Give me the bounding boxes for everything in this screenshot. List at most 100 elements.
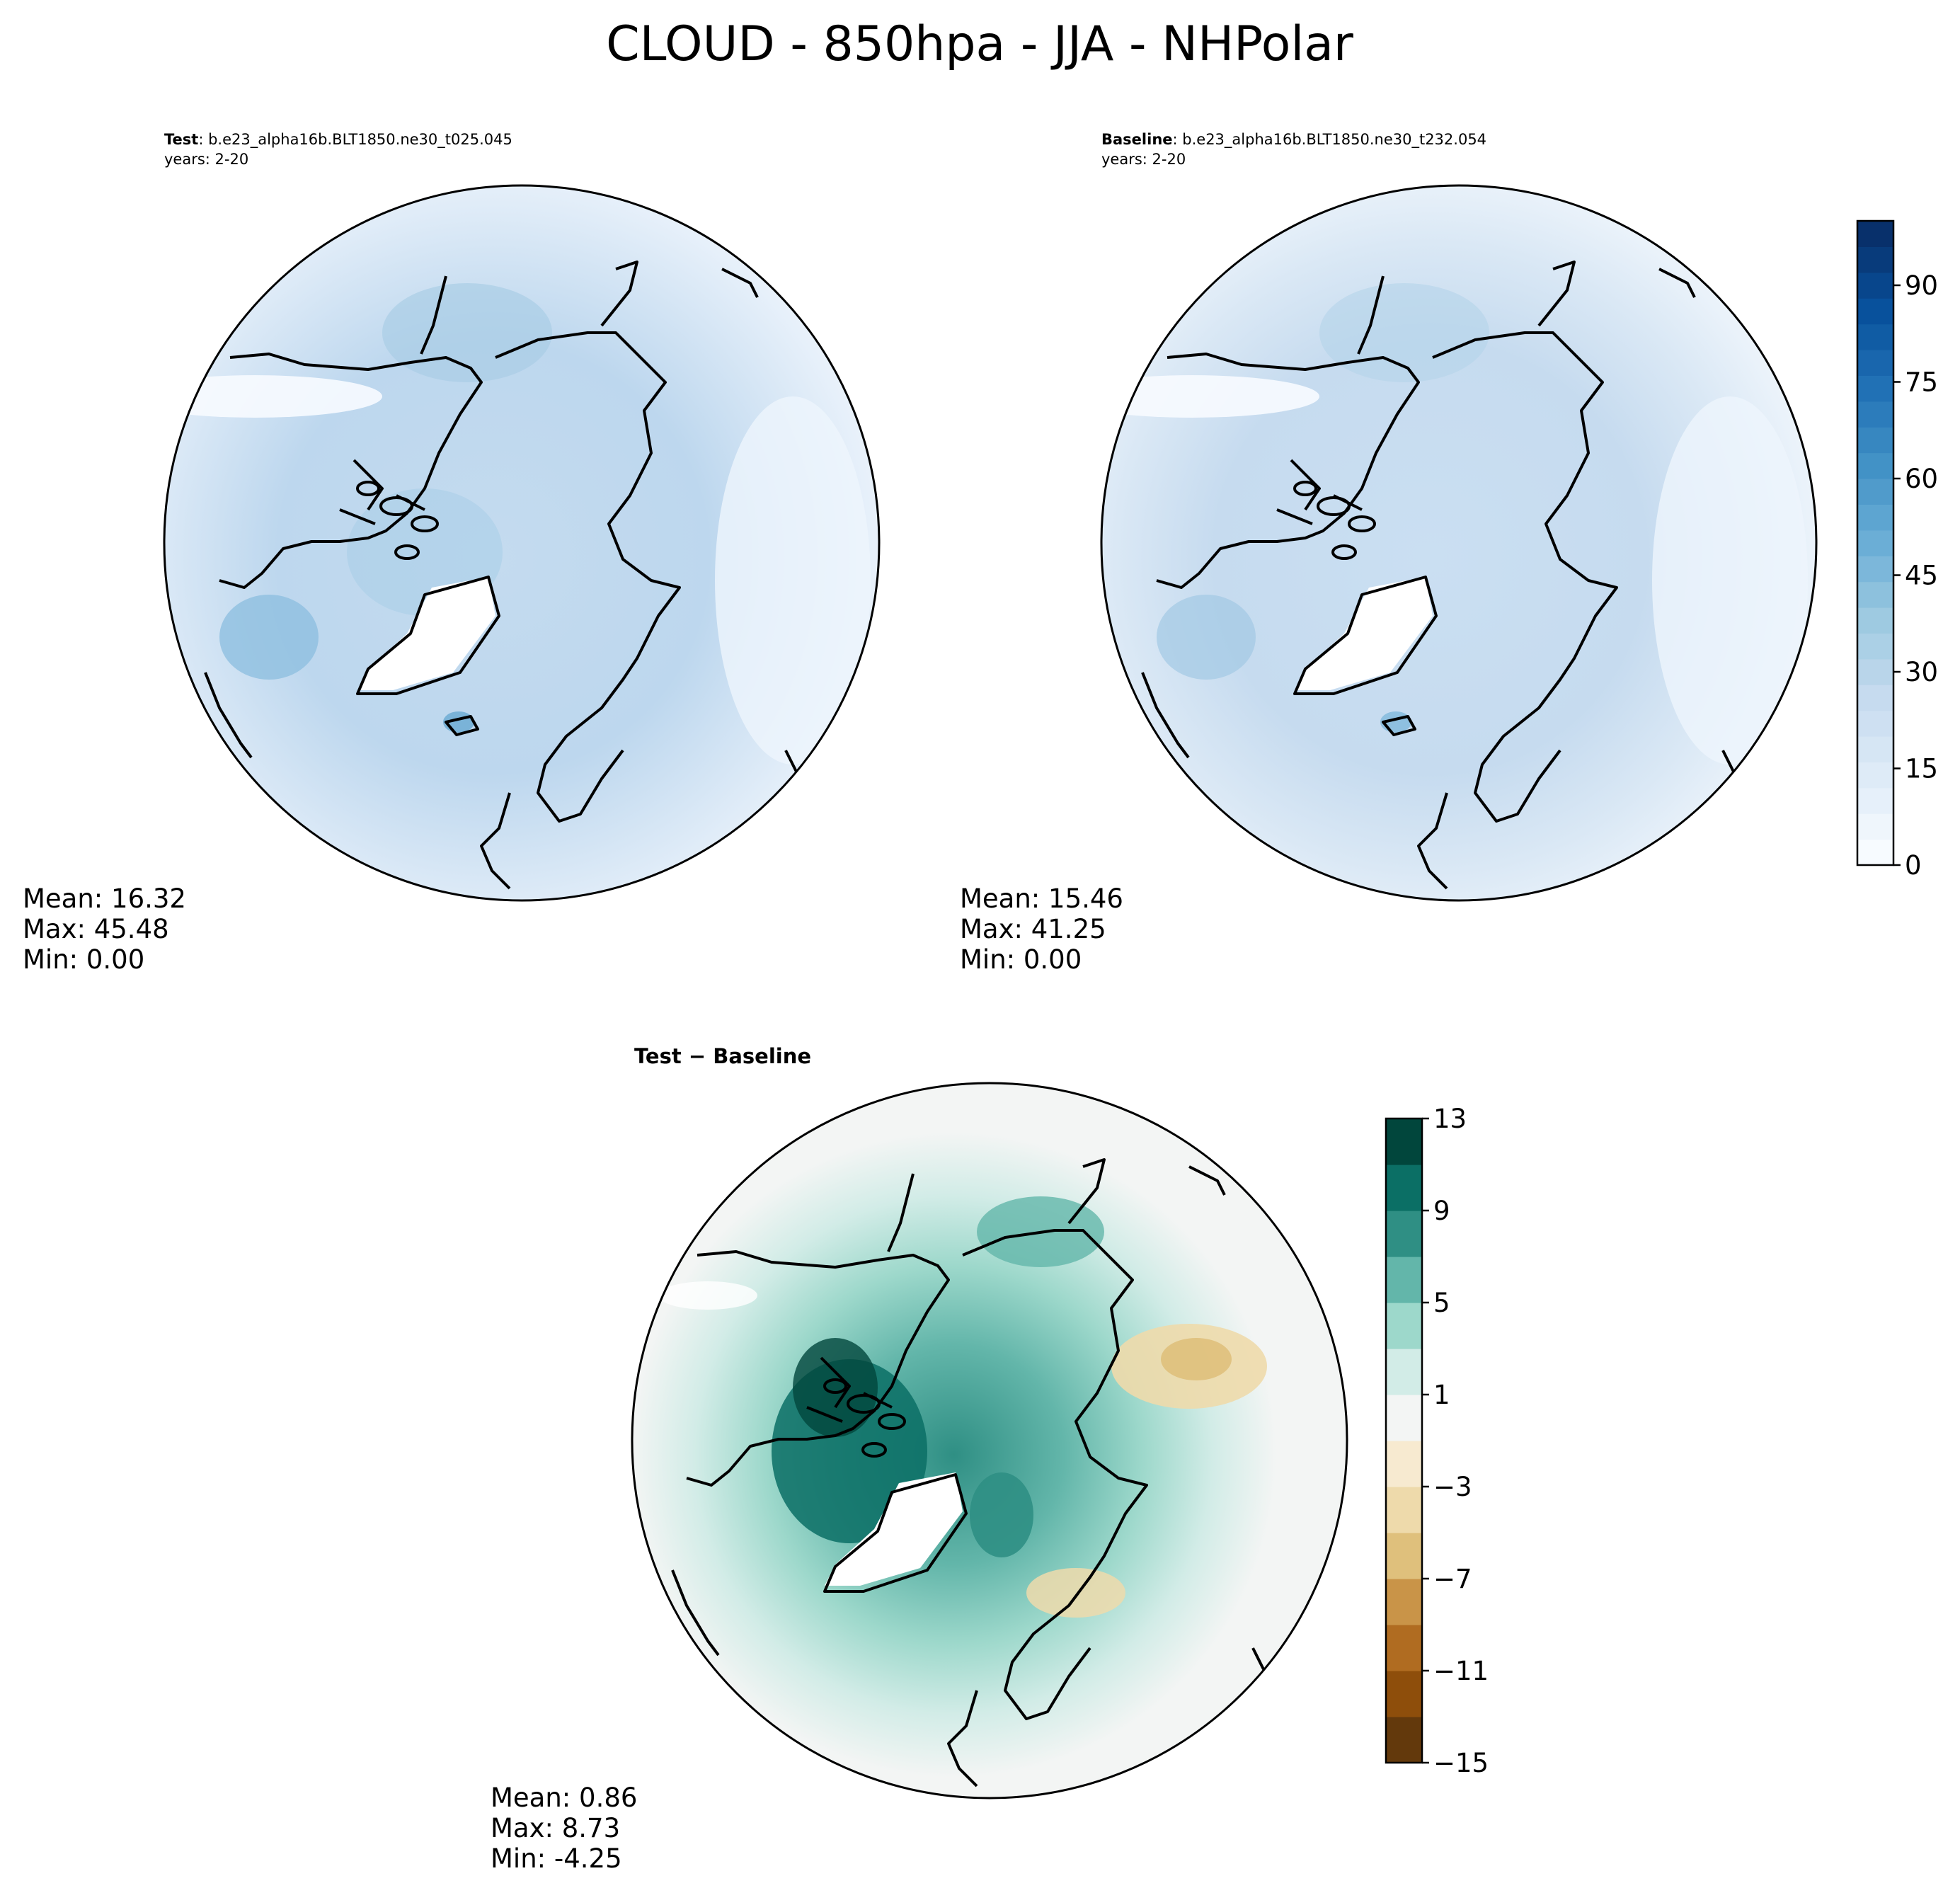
diff-cbar-tick-label-1: 9 — [1433, 1196, 1450, 1226]
cloud-cbar-level-10 — [1857, 581, 1893, 608]
diff-cbar-frame — [1385, 1117, 1423, 1764]
diff-cbar-level-7 — [1386, 1395, 1422, 1441]
cloud-cbar-level-23 — [1857, 246, 1893, 273]
cloud-cbar-level-8 — [1857, 633, 1893, 660]
cloud-cbar-tick-label-4: 60 — [1905, 464, 1938, 494]
diff-cbar-level-12 — [1386, 1165, 1422, 1211]
diff-cbar-tick-label-0: 13 — [1433, 1104, 1467, 1134]
panel-difference-label: Test − Baseline — [634, 1044, 811, 1068]
panel-baseline-header: Baseline: b.e23_alpha16b.BLT1850.ne30_t2… — [1101, 131, 1486, 149]
cloud-cbar-tick-label-2: 30 — [1905, 657, 1938, 687]
cloud-cbar-level-20 — [1857, 324, 1893, 350]
baseline-high-cloud-north — [1319, 283, 1489, 382]
test-low-cloud-northwest — [164, 375, 382, 418]
diff-cbar-level-1 — [1386, 1671, 1422, 1717]
baseline-high-cloud-west — [1157, 595, 1256, 680]
diff-cbar-tick-label-5: −7 — [1433, 1564, 1472, 1594]
panel-test-years: years: 2-20 — [164, 151, 248, 168]
cloud-cbar-tick-label-1: 15 — [1905, 754, 1938, 784]
diff-negative-east-core — [1161, 1338, 1232, 1380]
test-coastlines — [204, 261, 798, 890]
test-min: Min: 0.00 — [23, 944, 144, 975]
baseline-min: Min: 0.00 — [960, 944, 1082, 975]
panel-difference-stats: Mean: 0.86 Max: 8.73 Min: -4.25 — [491, 1783, 637, 1874]
cloud-cbar-level-13 — [1857, 504, 1893, 531]
cloud-cbar-level-16 — [1857, 427, 1893, 454]
diff-cbar-level-3 — [1386, 1579, 1422, 1625]
test-max: Max: 45.48 — [23, 914, 169, 944]
panel-test-stats: Mean: 16.32 Max: 45.48 Min: 0.00 — [23, 883, 186, 975]
cloud-cbar-tick-label-0: 0 — [1905, 850, 1922, 881]
test-high-cloud-west — [219, 595, 319, 680]
cloud-cbar-level-7 — [1857, 658, 1893, 685]
baseline-low-cloud-northwest — [1101, 375, 1319, 418]
baseline-highlat-islands — [1293, 481, 1376, 560]
panel-baseline: Baseline: b.e23_alpha16b.BLT1850.ne30_t2… — [960, 131, 1818, 975]
cloud-cbar-level-14 — [1857, 479, 1893, 505]
diff-mean: Mean: 0.86 — [491, 1783, 637, 1813]
panel-baseline-years: years: 2-20 — [1101, 151, 1186, 168]
diff-coastlines — [671, 1158, 1265, 1787]
cloud-cbar-tick-label-5: 75 — [1905, 367, 1938, 398]
diff-positive-east — [970, 1472, 1033, 1557]
colorbar-cloud: 0 15 30 45 60 75 90 — [1856, 219, 1938, 881]
cloud-cbar-level-24 — [1857, 221, 1893, 247]
diff-cbar-tick-label-3: 1 — [1433, 1380, 1450, 1410]
figure-title: CLOUD - 850hpa - JJA - NHPolar — [606, 16, 1353, 72]
cloud-cbar-level-21 — [1857, 298, 1893, 325]
baseline-low-cloud-east — [1652, 396, 1808, 765]
panel-test-boundary — [163, 184, 881, 902]
panel-baseline-label: Baseline — [1101, 131, 1173, 148]
baseline-mean: Mean: 15.46 — [960, 883, 1123, 914]
test-low-cloud-east — [715, 396, 871, 765]
cloud-cbar-level-15 — [1857, 452, 1893, 479]
cloud-cbar-level-12 — [1857, 530, 1893, 556]
diff-cbar-level-4 — [1386, 1533, 1422, 1579]
panel-test: Test: b.e23_alpha16b.BLT1850.ne30_t025.0… — [23, 131, 881, 975]
panel-test-map — [164, 185, 879, 900]
diff-cbar-level-11 — [1386, 1211, 1422, 1257]
panel-difference-boundary — [631, 1082, 1348, 1800]
cloud-cbar-level-1 — [1857, 813, 1893, 840]
panel-difference-map — [632, 1083, 1347, 1798]
test-greenland-hole — [357, 577, 495, 690]
test-high-cloud-north — [382, 283, 552, 382]
panel-baseline-boundary — [1100, 184, 1818, 902]
diff-negative-south — [1026, 1568, 1125, 1618]
cloud-cbar-level-9 — [1857, 607, 1893, 634]
cloud-cbar-tick-label-6: 90 — [1905, 270, 1938, 301]
cloud-cbar-level-22 — [1857, 272, 1893, 299]
cloud-cbar-level-5 — [1857, 710, 1893, 737]
cloud-cbar-level-0 — [1857, 839, 1893, 866]
cloud-cbar-level-19 — [1857, 350, 1893, 376]
cloud-cbar-frame — [1856, 219, 1895, 866]
diff-cbar-tick-label-6: −11 — [1433, 1656, 1489, 1686]
cloud-cbar-level-4 — [1857, 736, 1893, 762]
test-highlat-islands — [356, 481, 439, 560]
colorbar-difference: 13 9 5 1 −3 −7 −11 −15 — [1385, 1104, 1489, 1778]
panel-test-label: Test — [164, 131, 198, 148]
diff-cbar-level-9 — [1386, 1303, 1422, 1349]
diff-cbar-level-2 — [1386, 1625, 1422, 1671]
baseline-max: Max: 41.25 — [960, 914, 1106, 944]
cloud-cbar-level-18 — [1857, 375, 1893, 402]
cloud-cbar-level-3 — [1857, 762, 1893, 789]
diff-cbar-level-8 — [1386, 1349, 1422, 1395]
diff-cbar-tick-label-4: −3 — [1433, 1472, 1472, 1502]
panel-baseline-stats: Mean: 15.46 Max: 41.25 Min: 0.00 — [960, 883, 1123, 975]
diff-cbar-tick-label-7: −15 — [1433, 1748, 1489, 1778]
panel-difference: Test − Baseline — [491, 1044, 1348, 1874]
diff-cbar-tick-label-2: 5 — [1433, 1288, 1450, 1318]
cloud-cbar-level-11 — [1857, 556, 1893, 583]
panel-test-header: Test: b.e23_alpha16b.BLT1850.ne30_t025.0… — [164, 131, 512, 149]
baseline-coastlines — [1141, 261, 1735, 890]
diff-cbar-level-13 — [1386, 1119, 1422, 1165]
diff-neutral-northwest — [658, 1281, 757, 1310]
panel-baseline-case: : b.e23_alpha16b.BLT1850.ne30_t232.054 — [1173, 131, 1487, 149]
baseline-greenland-hole — [1295, 577, 1433, 690]
panel-test-case: : b.e23_alpha16b.BLT1850.ne30_t025.045 — [198, 131, 512, 149]
test-mean: Mean: 16.32 — [23, 883, 186, 914]
cloud-cbar-level-17 — [1857, 401, 1893, 428]
diff-max: Max: 8.73 — [491, 1813, 620, 1843]
